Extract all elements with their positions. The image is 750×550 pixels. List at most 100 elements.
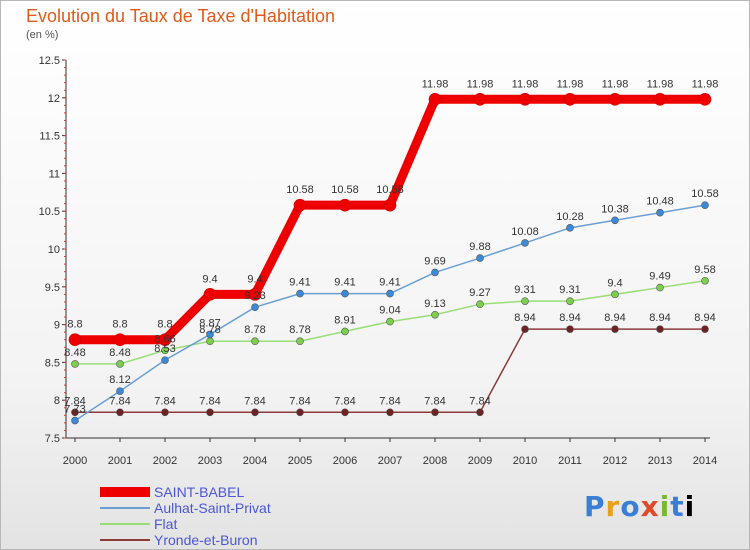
data-label: 9.41 [379, 277, 400, 289]
data-point [431, 268, 439, 277]
data-point [71, 360, 79, 368]
data-point [476, 300, 484, 308]
logo-letter: i [659, 490, 671, 523]
data-label: 9.04 [379, 305, 400, 317]
data-label: 7.84 [199, 395, 220, 407]
x-tick-label: 2001 [108, 455, 132, 467]
data-point [296, 337, 304, 346]
data-point [656, 283, 664, 292]
data-label: 10.58 [376, 184, 404, 196]
data-point [251, 337, 259, 346]
data-label: 8.94 [559, 312, 580, 324]
x-tick-label: 2010 [513, 455, 537, 467]
data-label: 11.98 [602, 78, 629, 90]
data-point [158, 333, 172, 347]
data-label: 8.94 [514, 312, 535, 324]
data-point [386, 317, 394, 326]
y-tick-label: 11.5 [39, 131, 60, 143]
data-label: 11.98 [512, 78, 539, 90]
data-point [476, 408, 484, 417]
data-label: 11.98 [647, 78, 674, 90]
data-label: 10.38 [601, 203, 629, 215]
data-point [71, 416, 79, 425]
y-tick-label: 9.5 [45, 282, 60, 294]
data-label: 9.23 [244, 290, 265, 302]
data-point [566, 325, 574, 333]
data-point [68, 333, 82, 347]
data-point [611, 290, 619, 299]
data-label: 8.94 [649, 312, 670, 324]
data-point [428, 93, 442, 106]
data-point [206, 337, 214, 346]
data-point [431, 408, 439, 417]
logo-letter: x [640, 490, 660, 523]
data-label: 7.84 [334, 395, 355, 407]
data-point [71, 408, 79, 417]
data-point [248, 288, 262, 301]
data-point [608, 93, 622, 106]
y-tick-label: 10.5 [39, 206, 60, 218]
x-tick-label: 2008 [423, 455, 447, 467]
data-point [338, 198, 352, 212]
data-point [521, 325, 529, 333]
y-tick-label: 9 [54, 320, 60, 332]
data-label: 7.84 [64, 395, 85, 407]
data-point [296, 408, 304, 417]
data-label: 9.4 [202, 273, 217, 285]
x-tick-label: 2002 [153, 455, 177, 467]
data-point [701, 201, 709, 209]
data-label: 9.13 [424, 298, 445, 310]
data-label: 9.58 [694, 264, 715, 276]
data-point [431, 310, 439, 319]
data-label: 11.98 [422, 78, 449, 90]
data-point [386, 289, 394, 298]
data-point [521, 239, 529, 247]
data-point [701, 276, 709, 285]
data-label: 7.84 [154, 395, 175, 407]
y-tick-label: 7.5 [45, 433, 60, 445]
data-point [251, 408, 259, 417]
data-point [566, 224, 574, 232]
logo-letter: P [584, 490, 606, 523]
chart-title: Evolution du Taux de Taxe d'Habitation [26, 6, 335, 26]
data-point [698, 93, 712, 106]
data-label: 9.49 [649, 271, 670, 283]
data-point [161, 356, 169, 364]
x-tick-label: 2012 [603, 455, 627, 467]
data-point [341, 327, 349, 336]
data-point [656, 325, 664, 333]
legend-swatch [100, 539, 150, 541]
data-point [116, 387, 124, 395]
x-tick-label: 2000 [63, 455, 87, 467]
data-point [611, 325, 619, 333]
data-point [383, 198, 397, 212]
data-label: 7.84 [379, 395, 400, 407]
data-label: 8.78 [199, 324, 220, 336]
data-label: 7.84 [424, 395, 445, 407]
data-label: 9.4 [607, 277, 622, 289]
data-point [521, 297, 529, 305]
x-tick-label: 2011 [558, 455, 582, 467]
legend-label: Aulhat-Saint-Privat [154, 500, 271, 516]
x-tick-label: 2009 [468, 455, 492, 467]
data-label: 8.48 [109, 347, 130, 359]
legend-swatch [100, 487, 150, 497]
data-label: 10.58 [331, 184, 359, 196]
data-label: 8.8 [67, 319, 82, 331]
y-tick-label: 10 [48, 244, 60, 256]
data-point [701, 325, 709, 333]
data-label: 9.41 [289, 277, 310, 289]
data-label: 7.84 [289, 395, 310, 407]
y-tick-label: 8.5 [45, 357, 60, 369]
x-tick-label: 2004 [243, 455, 267, 467]
data-point [293, 198, 307, 212]
data-label: 9.31 [559, 284, 580, 296]
data-label: 8.12 [109, 374, 130, 386]
data-point [611, 216, 619, 225]
data-label: 10.08 [511, 226, 539, 238]
proxiti-logo[interactable]: Proxiti [584, 490, 695, 523]
data-label: 9.88 [469, 241, 490, 253]
data-label: 8.53 [154, 343, 175, 355]
data-point [656, 208, 664, 217]
